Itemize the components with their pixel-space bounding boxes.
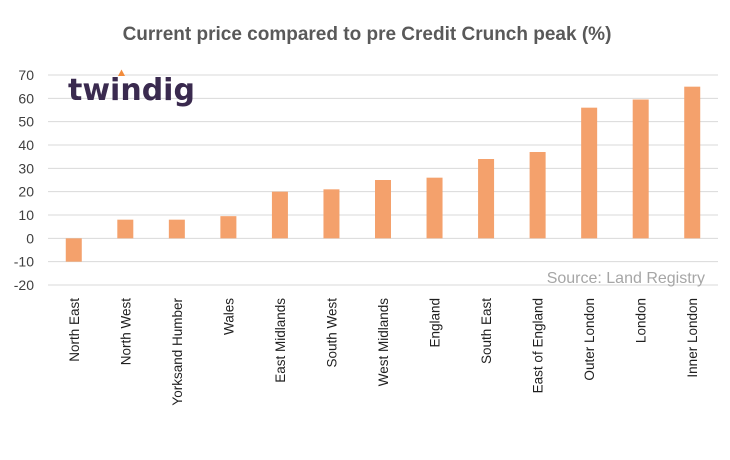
x-category-label: Wales — [221, 298, 236, 335]
y-tick-label: 70 — [18, 67, 34, 83]
bar — [65, 238, 82, 262]
x-category-label: North West — [118, 298, 133, 366]
x-category-label: England — [428, 298, 443, 348]
bar — [684, 86, 701, 239]
bar — [632, 99, 649, 239]
y-tick-label: -10 — [14, 254, 34, 270]
y-tick-label: 40 — [18, 137, 34, 153]
x-category-label: East Midlands — [273, 298, 288, 383]
x-category-label: South West — [324, 298, 339, 368]
x-category-label: Yorksand Humber — [170, 297, 185, 405]
bar — [478, 159, 495, 239]
bar — [323, 189, 340, 239]
bar — [168, 219, 185, 239]
y-tick-label: 30 — [18, 160, 34, 176]
x-category-label: South East — [479, 298, 494, 364]
y-axis-ticks: 70 60 50 40 30 20 10 0 -10 -20 — [14, 67, 34, 293]
source-note: Source: Land Registry — [547, 270, 705, 287]
y-tick-label: -20 — [14, 277, 34, 293]
bar — [271, 191, 288, 239]
x-category-label: London — [634, 298, 649, 343]
x-category-label: North East — [67, 298, 82, 362]
logo-roof-icon — [118, 69, 125, 76]
chart-title: Current price compared to pre Credit Cru… — [123, 24, 612, 45]
y-tick-label: 10 — [18, 207, 34, 223]
twindig-logo: twindig — [68, 69, 195, 108]
bar — [117, 219, 134, 239]
y-tick-label: 20 — [18, 184, 34, 200]
y-tick-label: 60 — [18, 90, 34, 106]
bar — [581, 107, 598, 239]
y-tick-label: 50 — [18, 114, 34, 130]
bar — [529, 152, 546, 239]
bar — [220, 216, 237, 239]
x-category-label: Inner London — [685, 298, 700, 378]
bars — [65, 86, 701, 262]
x-category-label: West Midlands — [376, 298, 391, 387]
bar — [375, 180, 391, 239]
bar — [426, 177, 443, 239]
x-category-label: East of England — [531, 298, 546, 393]
logo-text: twindig — [68, 73, 195, 108]
x-category-label: Outer London — [582, 298, 597, 381]
x-axis-labels: North East North West Yorksand Humber Wales… — [67, 297, 700, 405]
y-tick-label: 0 — [26, 230, 34, 246]
